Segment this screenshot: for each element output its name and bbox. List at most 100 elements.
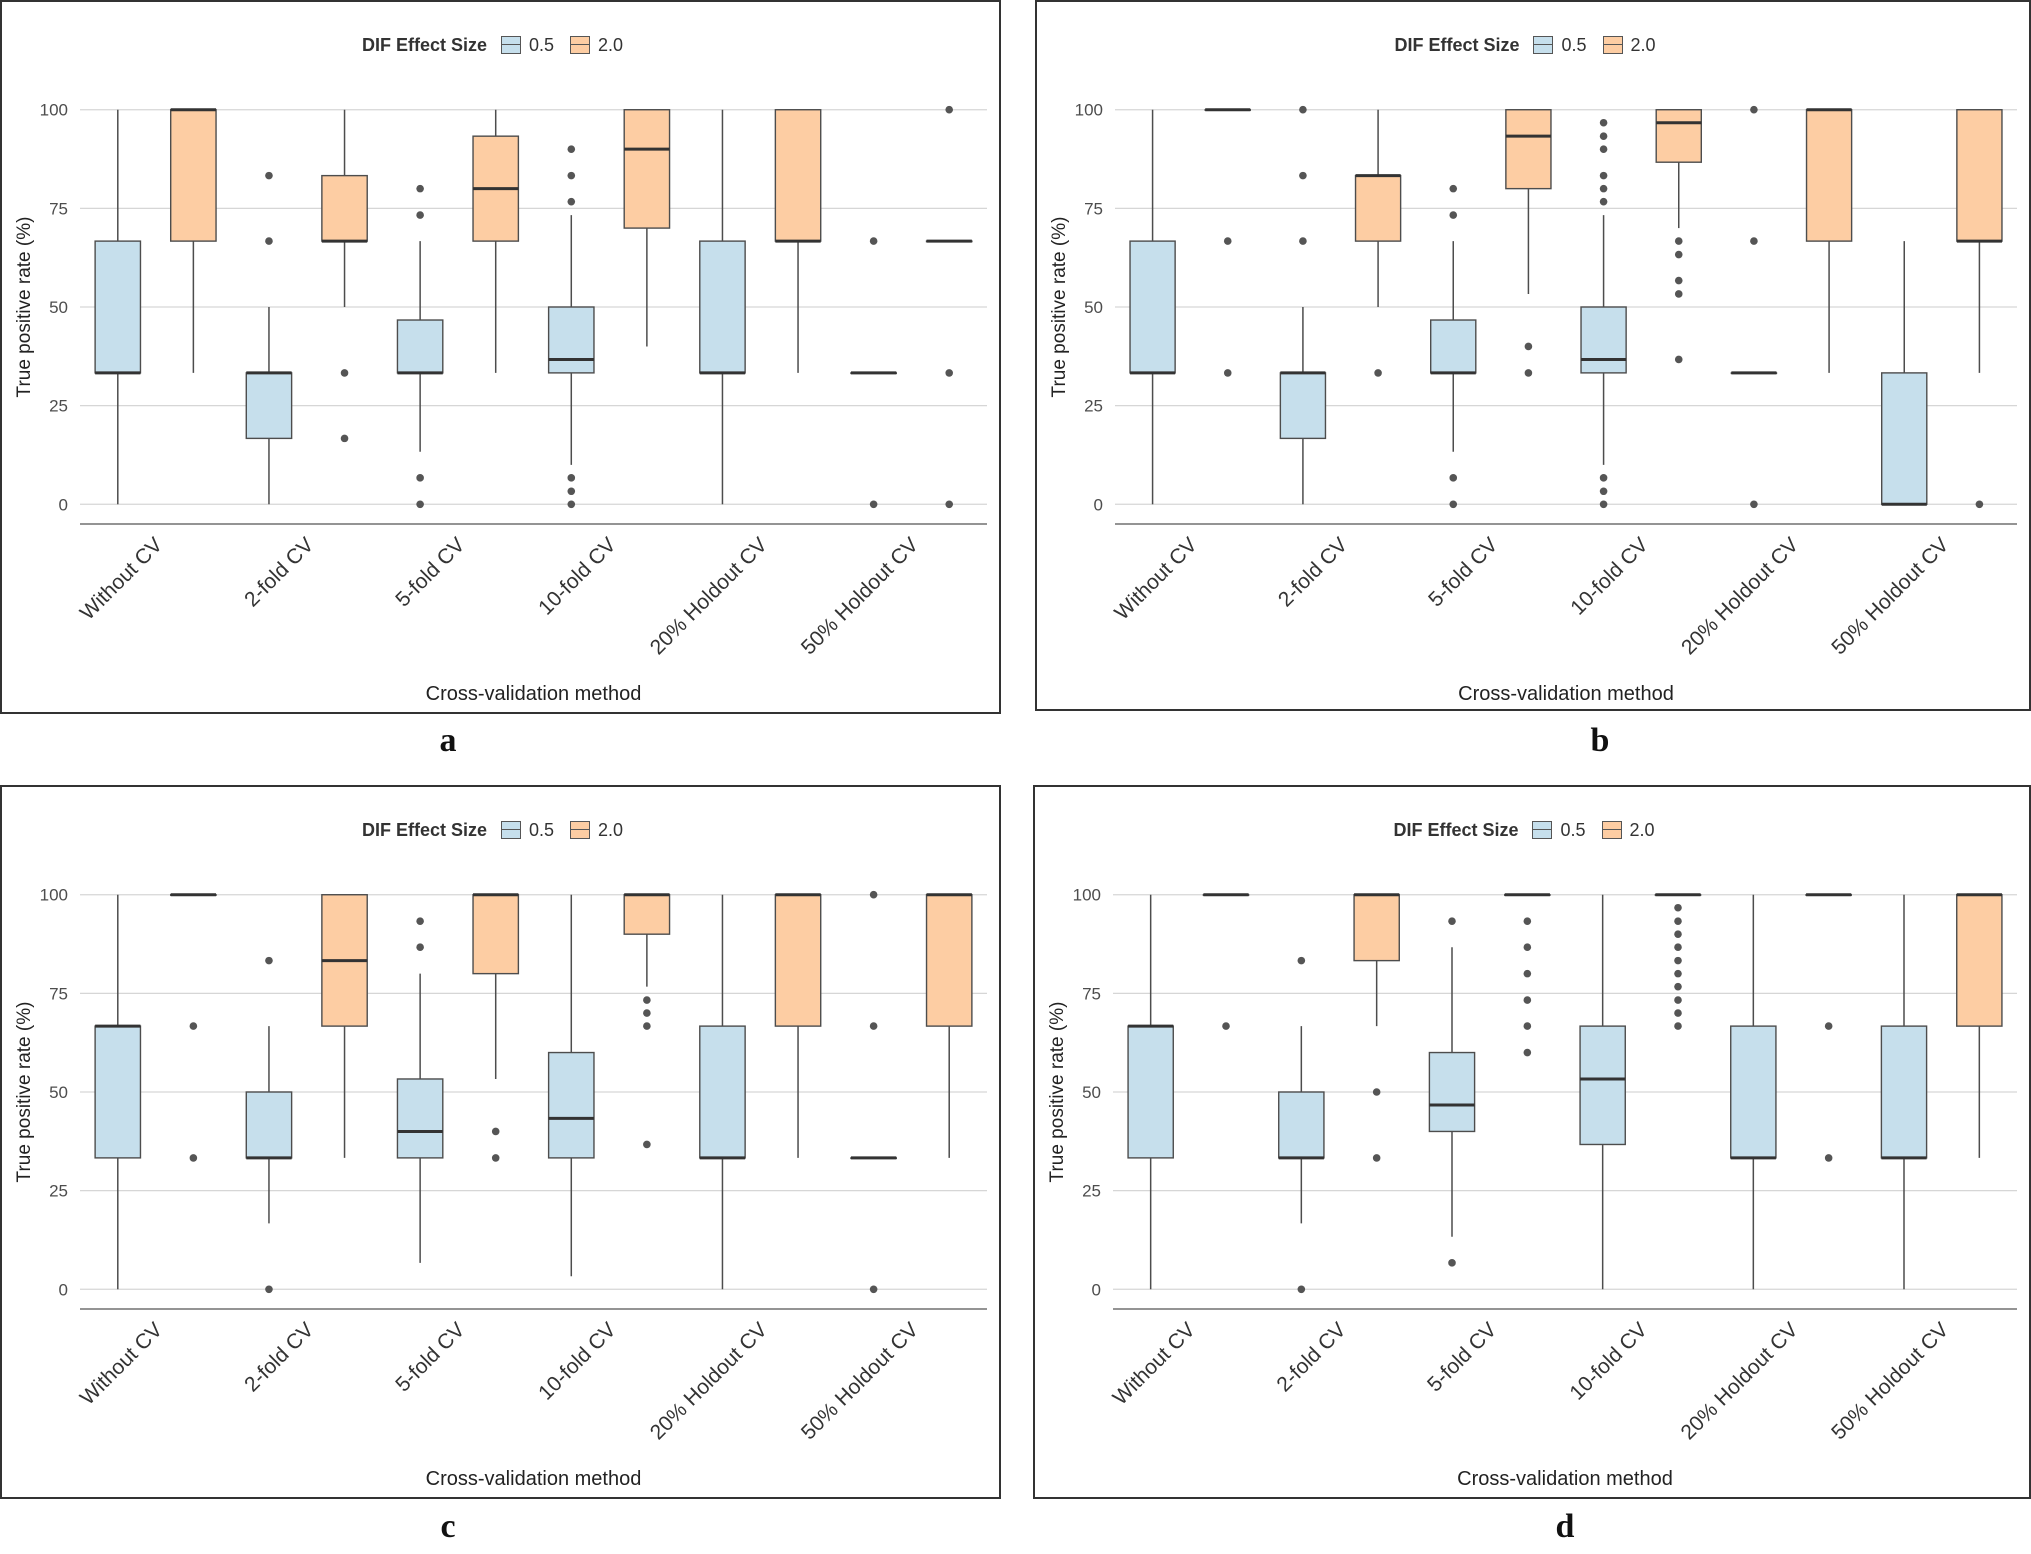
outlier-point [869,500,878,509]
outlier-point [1674,956,1682,965]
outlier-point [1674,250,1683,259]
panel-label: a [439,722,457,759]
legend-swatch-0.5 [1533,36,1554,54]
outlier-point [1824,1154,1833,1162]
outlier-point [945,105,954,114]
panel-label: d [1555,1508,1575,1545]
box [547,306,595,374]
legend-item-2.0: 2.0 [1602,35,1660,56]
x-axis-title: Cross-validation method [426,683,642,705]
legend-label-2.0: 2.0 [598,34,624,55]
box [1730,1025,1777,1159]
box-0.5 [1278,956,1325,1294]
box [396,319,444,374]
outlier-point [1297,1285,1306,1294]
box-0.5 [547,894,595,1277]
box [1430,319,1477,374]
y-tick-label: 0 [59,1280,68,1299]
box [547,1051,595,1159]
y-tick-label: 25 [49,1182,68,1201]
box-2.0 [169,893,217,1162]
outlier-point [1674,969,1682,978]
box-2.0 [1354,109,1402,377]
box [1505,109,1552,190]
legend-label-0.5: 0.5 [528,819,555,840]
outlier-point [416,943,424,952]
box-0.5 [1730,894,1777,1290]
outlier-point [1449,184,1458,193]
y-tick-label: 25 [1084,397,1103,416]
box [699,240,746,374]
outlier-point [1599,184,1608,193]
y-tick-label: 75 [49,199,68,218]
outlier-point [567,500,576,509]
legend-swatch-2.0 [570,821,591,839]
y-tick-label: 75 [49,984,68,1003]
outlier-point [1674,1022,1682,1030]
box-2.0 [1353,893,1400,1162]
box-2.0 [1805,108,1853,373]
x-tick-label: Without CV [1110,533,1201,624]
x-tick-label: Without CV [76,1318,167,1409]
box-2.0 [1654,893,1702,1030]
x-tick-label: 50% Holdout CV [797,533,923,659]
outlier-point [1674,276,1683,285]
outlier-point [1372,1154,1381,1162]
box [1956,894,2003,1027]
x-axis-title: Cross-validation method [426,1468,642,1490]
outlier-point [1975,500,1984,509]
box-2.0 [925,105,973,509]
legend: DIF Effect Size 0.5 2.0 [2,30,999,60]
legend-label-0.5: 0.5 [1561,34,1587,55]
box [1354,174,1402,242]
box [245,372,293,440]
y-tick-label: 0 [1094,495,1103,514]
box-2.0 [169,108,217,373]
outlier-point [1448,917,1456,925]
outlier-point [1524,342,1533,351]
box [699,1025,746,1159]
box-0.5 [850,237,898,509]
x-tick-label: 10-fold CV [1565,1318,1651,1404]
y-tick-label: 25 [1082,1182,1101,1201]
x-tick-label: 20% Holdout CV [1677,533,1803,659]
x-tick-label: 50% Holdout CV [1827,1318,1953,1444]
outlier-point [1523,969,1532,978]
box [1353,894,1400,962]
box-0.5 [245,171,293,505]
panel-label: c [440,1508,456,1545]
box-0.5 [1129,109,1176,505]
box-0.5 [1430,184,1477,509]
outlier-point [416,184,424,193]
boxplot-svg: 0 25 50 75 100 True positive rate (%) Cross-va… [14,101,987,705]
legend-swatch-0.5 [500,821,521,839]
box [774,894,822,1027]
legend-swatch-2.0 [1601,821,1622,839]
legend-item-2.0: 2.0 [570,820,627,841]
x-tick-label: 2-fold CV [1272,1318,1350,1396]
y-tick-label: 50 [1082,1083,1101,1102]
box [94,1025,142,1159]
outlier-point [1750,237,1758,245]
y-tick-label: 100 [40,886,68,905]
box [245,1091,293,1159]
box-2.0 [925,893,973,1158]
x-tick-label: 50% Holdout CV [797,1318,923,1444]
legend-label-0.5: 0.5 [528,34,555,55]
legend-swatch-2.0 [1602,36,1623,54]
x-tick-label: 20% Holdout CV [646,533,772,659]
y-tick-label: 100 [40,101,68,120]
panel-label: b [1590,722,1610,759]
outlier-point [1674,943,1682,952]
box [1579,1025,1626,1146]
outlier-point [945,369,954,377]
box-0.5 [1580,118,1627,509]
x-tick-label: 5-fold CV [1424,533,1502,611]
outlier-point [1299,237,1307,245]
box-0.5 [1127,894,1174,1290]
outlier-point [1599,474,1608,482]
box [321,174,368,242]
y-axis-title: True positive rate (%) [14,217,35,398]
outlier-point [265,237,273,245]
outlier-point [1674,917,1682,925]
